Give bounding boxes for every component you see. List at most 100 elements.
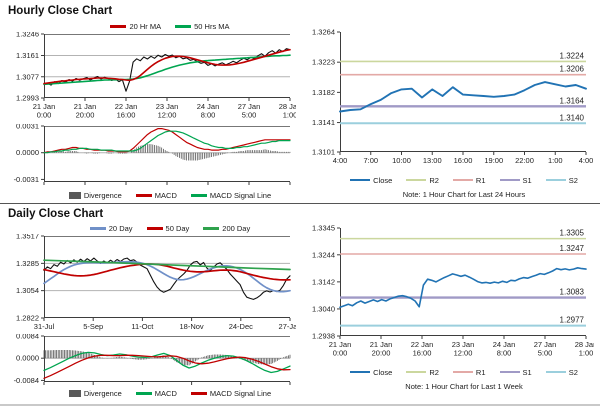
svg-text:1.3246: 1.3246 <box>16 32 39 39</box>
legend-swatch-icon <box>203 226 220 230</box>
svg-text:1.3182: 1.3182 <box>312 88 335 97</box>
svg-text:28 Jan: 28 Jan <box>575 340 594 349</box>
svg-text:1.2977: 1.2977 <box>560 316 585 325</box>
legend-label: 20 Day <box>108 223 133 233</box>
legend-item-s2: S2 <box>545 176 578 185</box>
svg-text:5-Sep: 5-Sep <box>83 322 103 331</box>
legend-label: R2 <box>429 367 439 377</box>
legend-item-divergence: Divergence <box>68 389 122 398</box>
legend-swatch-icon <box>452 371 473 373</box>
legend-swatch-icon <box>499 371 520 373</box>
legend-label: Divergence <box>83 190 122 200</box>
svg-text:1:00: 1:00 <box>579 349 594 358</box>
legend-item-r2: R2 <box>406 368 439 377</box>
daily-macd-plot: 0.0084 0.0000 -0.0084 <box>14 334 291 385</box>
legend-swatch-icon <box>68 191 81 199</box>
svg-text:24-Dec: 24-Dec <box>229 322 253 331</box>
svg-text:1.3244: 1.3244 <box>312 250 335 259</box>
legend-swatch-icon <box>545 371 566 373</box>
svg-text:19:00: 19:00 <box>484 156 503 165</box>
weekly-pivot-note: Note: 1 Hour Chart for Last 1 Week <box>405 382 523 391</box>
legend-swatch-icon <box>452 179 473 181</box>
legend-label: 20 Hr MA <box>129 21 162 31</box>
svg-text:18-Nov: 18-Nov <box>180 322 204 331</box>
legend-item-s1: S1 <box>499 175 532 185</box>
hourly-pivot-note: Note: 1 Hour Chart for Last 24 Hours <box>402 190 526 199</box>
legend-item-20-hr-ma: 20 Hr MA <box>110 22 161 31</box>
hourly-macd-legend: Divergence MACD MACD Signal Line <box>44 189 296 201</box>
svg-text:1.3345: 1.3345 <box>312 224 335 233</box>
legend-item-50-hrs-ma: 50 Hrs MA <box>175 22 230 31</box>
svg-text:1:00: 1:00 <box>548 156 563 165</box>
legend-item-r1: R1 <box>452 368 486 377</box>
svg-text:0.0031: 0.0031 <box>16 124 39 131</box>
svg-text:11-Oct: 11-Oct <box>131 322 154 331</box>
svg-text:1.2993: 1.2993 <box>16 94 39 103</box>
svg-text:21 Jan: 21 Jan <box>329 340 352 349</box>
legend-item-macd-signal-line: MACD Signal Line <box>190 388 272 398</box>
legend-label: MACD <box>154 190 177 200</box>
svg-text:16:00: 16:00 <box>413 349 432 358</box>
hourly-section-title: Hourly Close Chart <box>8 5 113 17</box>
svg-text:20:00: 20:00 <box>76 111 95 120</box>
svg-text:22:00: 22:00 <box>515 156 534 165</box>
svg-text:23 Jan: 23 Jan <box>452 340 475 349</box>
svg-text:-0.0084: -0.0084 <box>14 376 39 385</box>
svg-text:1.3141: 1.3141 <box>312 118 335 127</box>
svg-text:1.3224: 1.3224 <box>560 51 585 60</box>
svg-text:1.3101: 1.3101 <box>312 148 335 157</box>
legend-item-macd-signal-line: MACD Signal Line <box>190 191 271 200</box>
legend-swatch-icon <box>68 389 81 397</box>
svg-text:0.0000: 0.0000 <box>16 148 39 157</box>
legend-item-close: Close <box>350 368 392 377</box>
legend-item-close: Close <box>350 176 392 185</box>
legend-label: 200 Day <box>222 223 251 233</box>
svg-text:1.3517: 1.3517 <box>16 234 39 241</box>
legend-swatch-icon <box>499 179 520 181</box>
svg-text:13:00: 13:00 <box>423 156 442 165</box>
legend-swatch-icon <box>190 193 207 197</box>
svg-text:1.2938: 1.2938 <box>312 332 335 341</box>
legend-label: MACD Signal Line <box>209 388 272 398</box>
legend-label: S1 <box>522 367 532 377</box>
hourly-pivot-legend: Close R2 R1 S1 S2 <box>340 174 588 186</box>
svg-text:20:00: 20:00 <box>372 349 391 358</box>
legend-swatch-icon <box>406 371 427 373</box>
svg-text:24 Jan: 24 Jan <box>493 340 516 349</box>
svg-text:1.3083: 1.3083 <box>560 288 585 297</box>
weekly-pivot-legend: Close R2 R1 S1 S2 <box>340 366 588 378</box>
hourly-close-legend: 20 Hr MA 50 Hrs MA <box>44 20 296 32</box>
legend-label: S2 <box>568 367 578 377</box>
svg-text:12:00: 12:00 <box>158 111 177 120</box>
svg-text:12:00: 12:00 <box>454 349 473 358</box>
svg-text:1:00: 1:00 <box>283 111 296 120</box>
legend-label: Close <box>373 175 393 185</box>
svg-text:21 Jan: 21 Jan <box>74 102 97 111</box>
legend-swatch-icon <box>89 226 106 230</box>
svg-text:8:00: 8:00 <box>201 111 216 120</box>
svg-text:1.3285: 1.3285 <box>16 259 39 268</box>
legend-swatch-icon <box>350 179 371 181</box>
legend-item-divergence: Divergence <box>68 190 122 200</box>
svg-text:10:00: 10:00 <box>392 156 411 165</box>
legend-swatch-icon <box>135 193 152 197</box>
legend-item-s2: S2 <box>545 367 578 377</box>
legend-label: R1 <box>475 175 486 185</box>
svg-text:1.3040: 1.3040 <box>312 304 335 313</box>
daily-macd-legend: Divergence MACD MACD Signal Line <box>44 387 296 399</box>
legend-item-r1: R1 <box>452 175 486 185</box>
legend-item-macd: MACD <box>135 190 177 200</box>
daily-close-legend: 20 Day 50 Day 200 Day <box>44 222 296 234</box>
svg-text:-0.0031: -0.0031 <box>14 175 39 184</box>
svg-text:1.3161: 1.3161 <box>16 51 39 60</box>
legend-label: S1 <box>522 175 532 185</box>
svg-text:1.3206: 1.3206 <box>560 65 585 74</box>
legend-label: R2 <box>429 175 439 185</box>
svg-text:1.3054: 1.3054 <box>16 286 39 295</box>
svg-text:28 Jan: 28 Jan <box>279 102 296 111</box>
legend-swatch-icon <box>406 179 427 181</box>
legend-item-50-day: 50 Day <box>146 224 189 233</box>
